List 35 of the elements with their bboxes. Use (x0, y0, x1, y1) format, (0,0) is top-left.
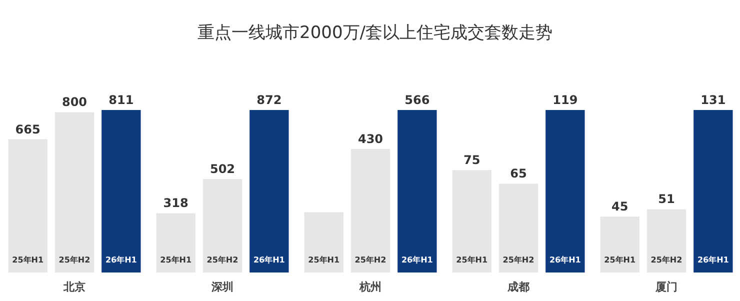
data-label: 811 (108, 93, 134, 107)
x-axis-title: 深圳 (210, 280, 234, 294)
x-tick-label: 25年H2 (354, 255, 386, 264)
x-tick-label: 26年H1 (549, 255, 582, 264)
data-label: 566 (404, 93, 430, 107)
x-axis-title: 厦门 (654, 280, 678, 294)
x-tick-label: 26年H1 (401, 255, 434, 264)
x-tick-label: 25年H2 (206, 255, 238, 264)
data-label: 65 (510, 166, 527, 181)
x-tick-label: 25年H1 (12, 255, 44, 264)
text: 重点一线城市2000万/套以上住宅成交套数走势 (198, 22, 552, 45)
data-label: 800 (62, 95, 88, 110)
x-tick-label: 26年H1 (697, 255, 730, 264)
x-tick-label: 25年H2 (502, 255, 534, 264)
x-tick-label: 25年H2 (58, 255, 90, 264)
x-tick-label: 25年H1 (604, 255, 636, 264)
data-label: 502 (210, 162, 236, 176)
data-label: 131 (700, 93, 726, 107)
data-label: 665 (15, 122, 40, 136)
data-label: 318 (163, 196, 188, 210)
data-label: 51 (658, 192, 675, 206)
x-tick-label: 25年H2 (650, 255, 682, 264)
x-tick-label: 26年H1 (105, 255, 138, 264)
x-tick-label: 25年H1 (160, 255, 192, 264)
x-axis-title: 杭州 (358, 280, 382, 294)
x-axis-title: 北京 (62, 280, 86, 294)
x-axis-title: 成都 (506, 280, 530, 294)
x-tick-label: 25年H1 (308, 255, 340, 264)
data-label: 45 (611, 200, 628, 214)
data-label: 430 (358, 132, 384, 146)
data-label: 872 (256, 93, 282, 107)
x-tick-label: 26年H1 (253, 255, 286, 264)
data-label: 75 (463, 153, 480, 168)
x-tick-label: 25年H1 (456, 255, 488, 264)
data-label: 119 (552, 93, 578, 107)
